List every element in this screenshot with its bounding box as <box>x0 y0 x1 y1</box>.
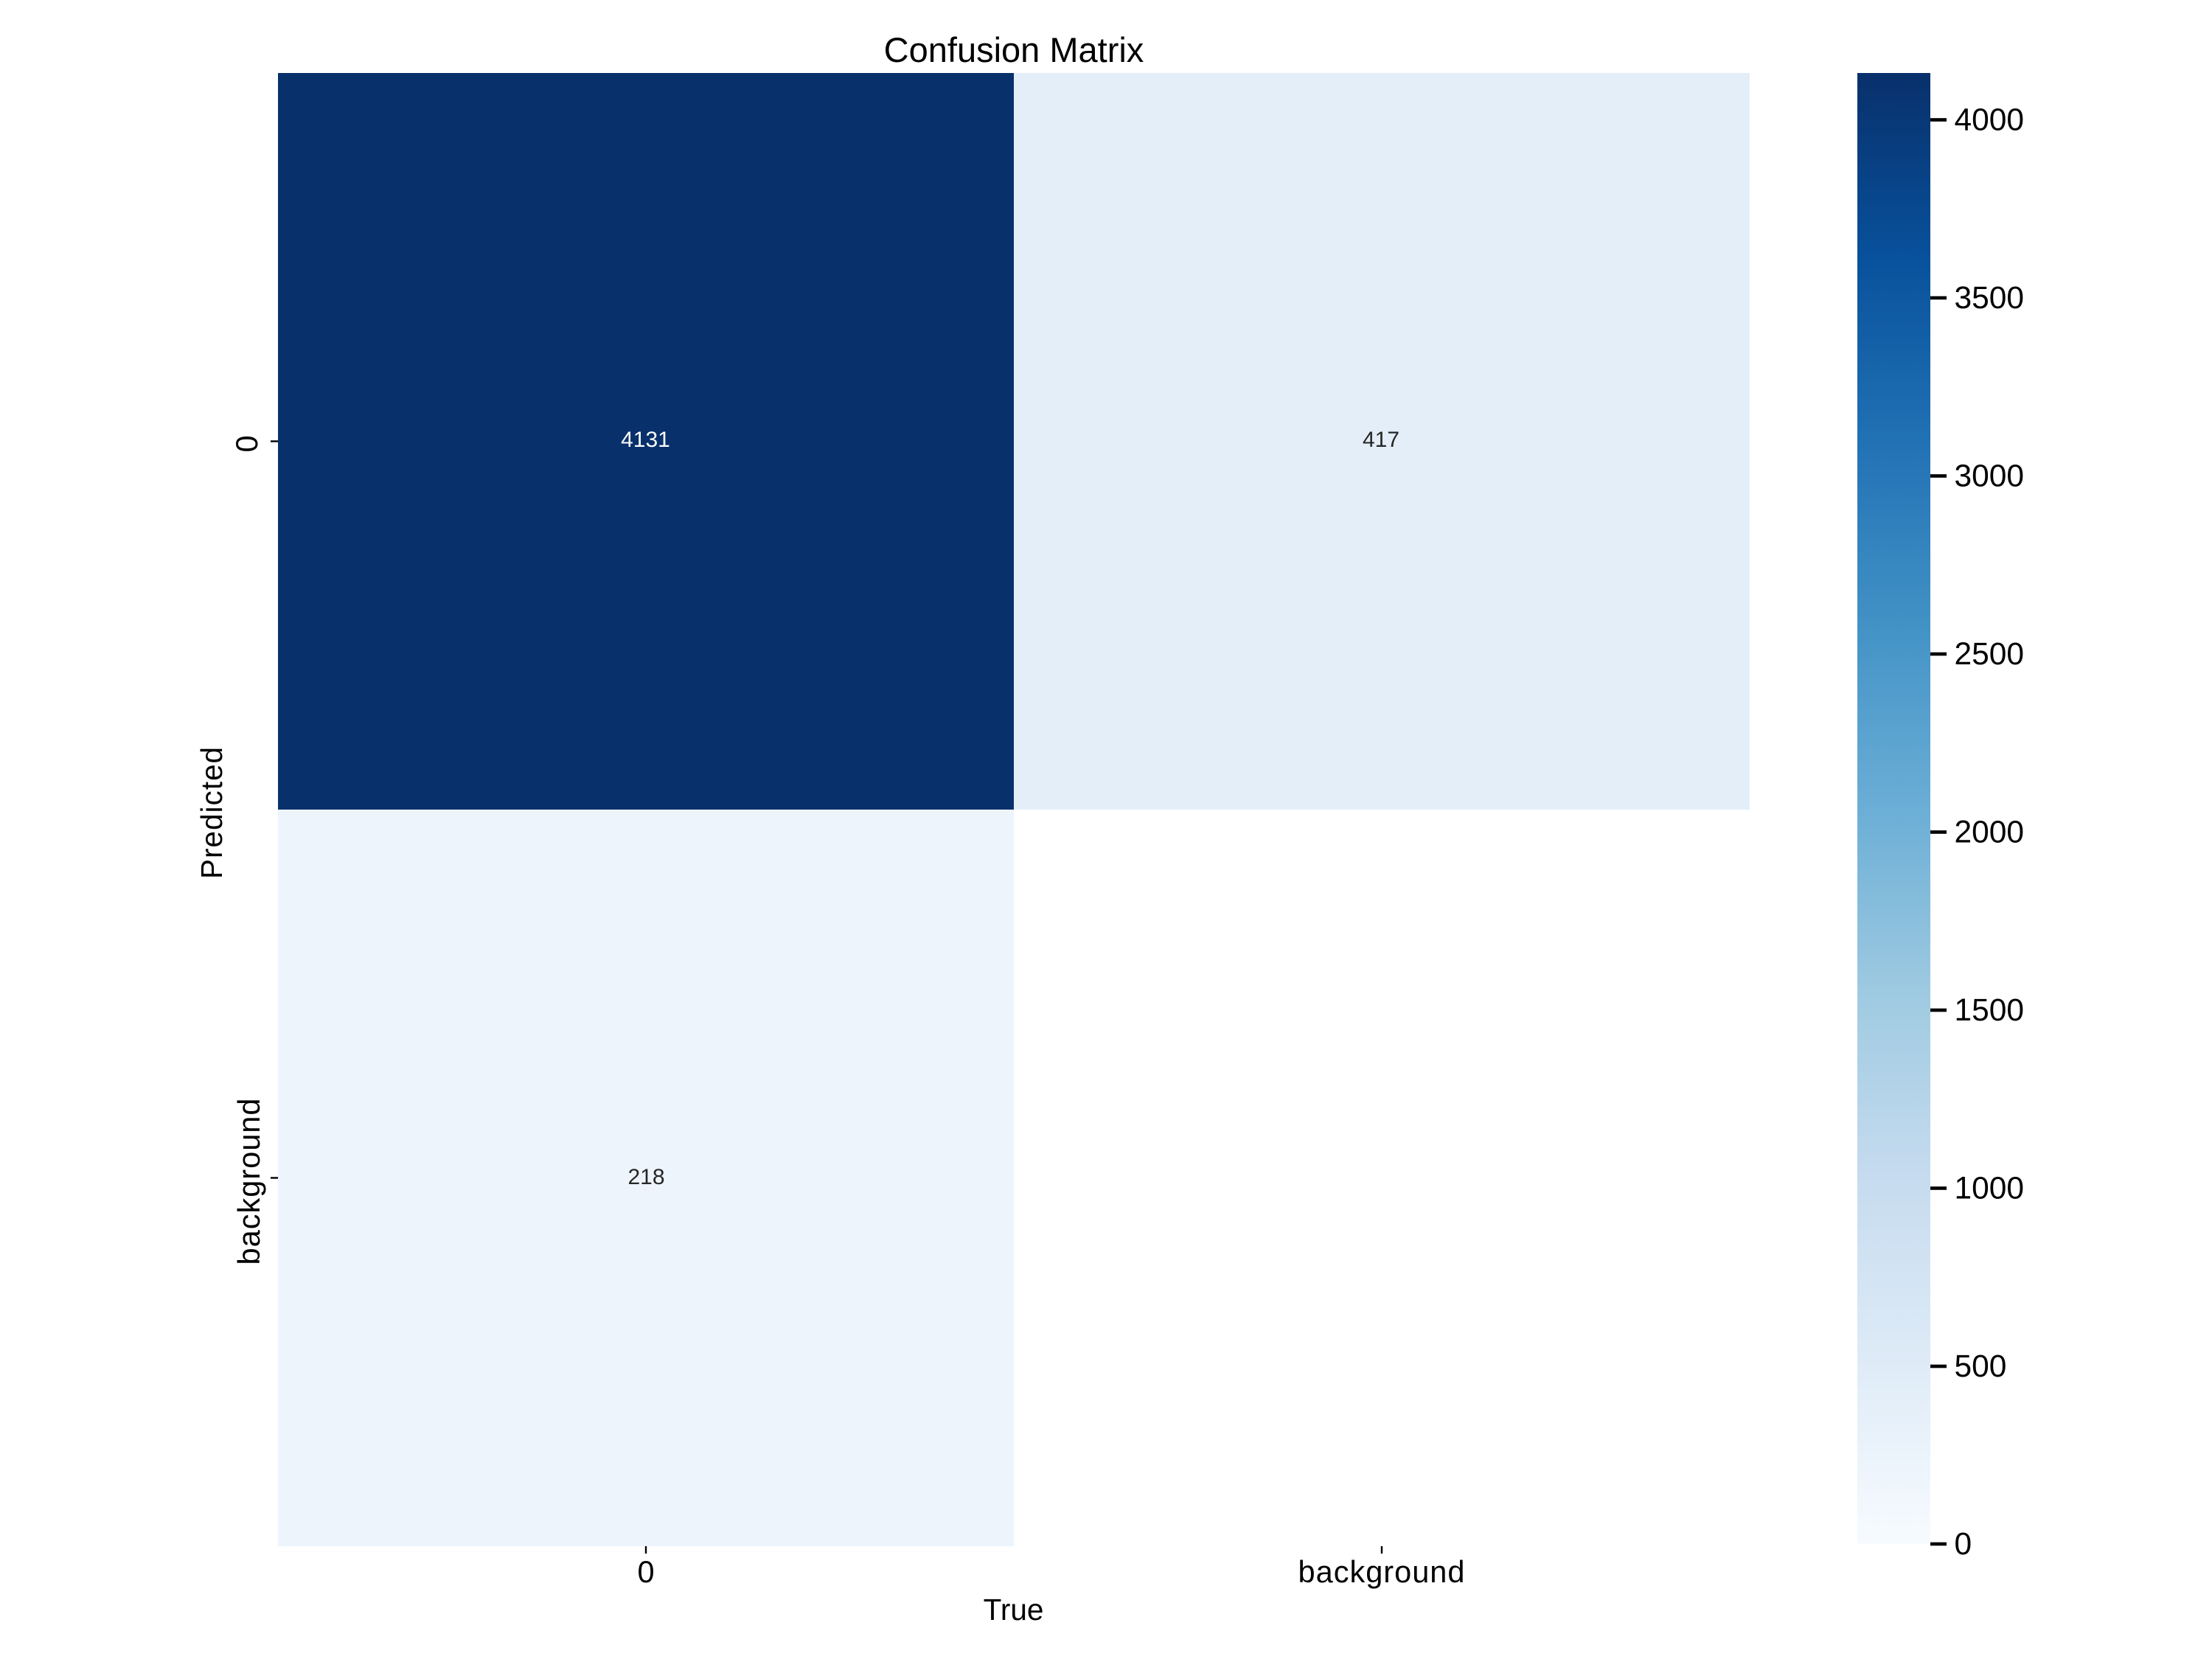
svg-text:3500: 3500 <box>1955 281 2025 316</box>
svg-text:500: 500 <box>1955 1349 2007 1384</box>
svg-text:3000: 3000 <box>1955 459 2025 494</box>
svg-text:2000: 2000 <box>1955 815 2025 850</box>
svg-text:background: background <box>1298 1554 1466 1589</box>
svg-text:background: background <box>232 1098 266 1265</box>
svg-text:4131: 4131 <box>621 428 670 452</box>
svg-text:0: 0 <box>637 1554 654 1589</box>
svg-text:Predicted: Predicted <box>195 746 229 879</box>
svg-text:4000: 4000 <box>1955 103 2025 138</box>
svg-text:Confusion Matrix: Confusion Matrix <box>884 30 1144 69</box>
svg-text:1500: 1500 <box>1955 993 2025 1028</box>
svg-text:True: True <box>984 1593 1044 1627</box>
svg-text:1000: 1000 <box>1955 1172 2025 1206</box>
svg-text:417: 417 <box>1363 428 1399 452</box>
svg-text:2500: 2500 <box>1955 637 2025 672</box>
svg-text:218: 218 <box>627 1165 664 1189</box>
svg-text:0: 0 <box>1955 1527 1972 1562</box>
svg-text:0: 0 <box>229 435 264 452</box>
